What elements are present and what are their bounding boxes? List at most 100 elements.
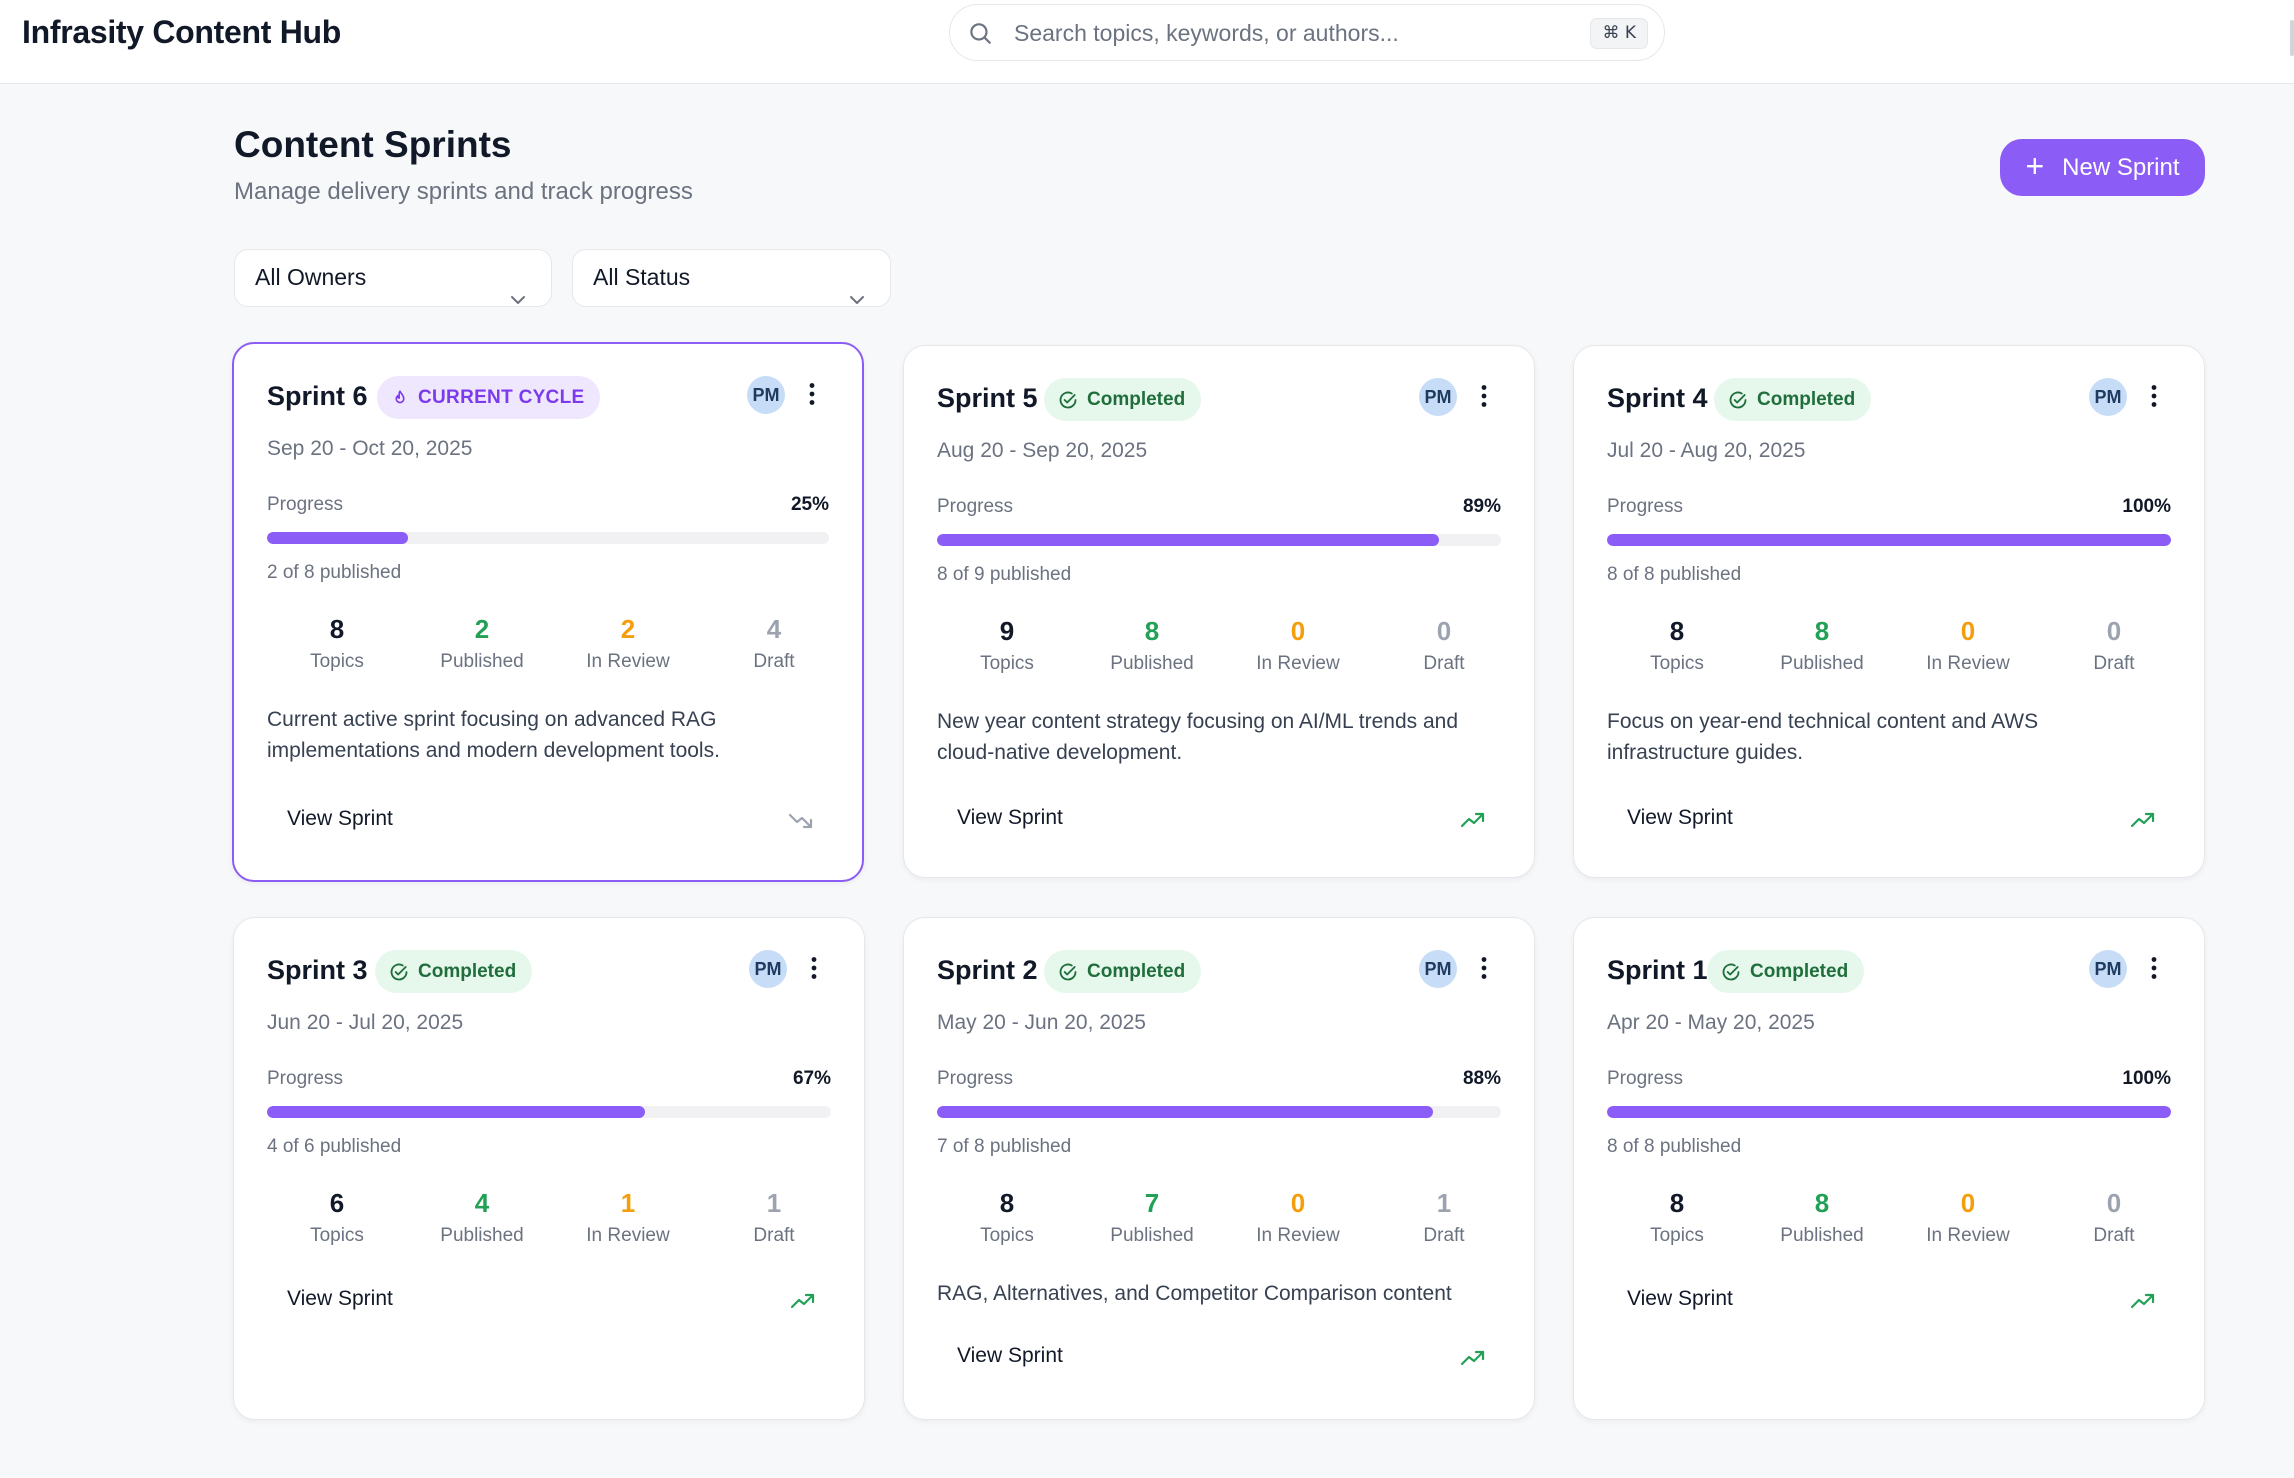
check-circle-icon [1728, 390, 1748, 410]
stat-draft: 1 Draft [1374, 1188, 1514, 1247]
more-options-icon[interactable] [2150, 956, 2158, 985]
progress-bar-fill [1607, 534, 2171, 546]
stat-published-value: 8 [1144, 616, 1160, 646]
stat-published-value: 7 [1144, 1188, 1160, 1218]
stat-published-label: Published [1780, 653, 1864, 674]
sprint-title: Sprint 6 [267, 381, 368, 411]
status-badge: Completed [1707, 950, 1865, 993]
stat-topics-value: 8 [329, 614, 345, 644]
stat-draft: 1 Draft [704, 1188, 844, 1247]
stat-published: 8 Published [1752, 1188, 1892, 1247]
view-sprint-button[interactable]: View Sprint [957, 806, 1063, 829]
stat-published: 4 Published [412, 1188, 552, 1247]
more-options-icon[interactable] [810, 956, 818, 985]
app-title: Infrasity Content Hub [22, 14, 342, 50]
status-badge-label: Completed [1750, 960, 1849, 982]
stat-in-review: 0 In Review [1898, 616, 2038, 675]
progress-bar [1607, 534, 2171, 546]
stat-topics: 8 Topics [1607, 1188, 1747, 1247]
sprint-stats: 8 Topics 8 Published 0 In Review 0 Draft [1607, 1188, 2171, 1254]
sprint-dates: Jun 20 - Jul 20, 2025 [267, 1011, 464, 1034]
progress-percent: 25% [790, 494, 829, 515]
sprint-description: RAG, Alternatives, and Competitor Compar… [937, 1282, 1452, 1305]
stat-topics-value: 8 [1669, 616, 1685, 646]
sprint-card-3[interactable]: Sprint 3 Completed PM Jun 20 - Jul 20, 2… [233, 917, 865, 1420]
stat-in-review-value: 2 [620, 614, 636, 644]
view-sprint-button[interactable]: View Sprint [1627, 806, 1733, 829]
status-filter-select[interactable]: All Status [572, 249, 891, 307]
stat-topics-value: 6 [329, 1188, 345, 1218]
more-options-icon[interactable] [1480, 384, 1488, 413]
check-circle-icon [389, 962, 409, 982]
sprint-card-1[interactable]: Sprint 1 Completed PM Apr 20 - May 20, 2… [1573, 917, 2205, 1420]
check-circle-icon [1058, 962, 1078, 982]
owner-avatar[interactable]: PM [749, 950, 787, 988]
stat-published-label: Published [440, 651, 524, 672]
trending-up-icon [1460, 1349, 1486, 1372]
view-sprint-button[interactable]: View Sprint [1627, 1287, 1733, 1310]
stat-topics: 9 Topics [937, 616, 1077, 675]
status-badge: Completed [1044, 950, 1202, 993]
progress-bar-fill [937, 534, 1439, 546]
search-bar[interactable]: ⌘ K [949, 4, 1665, 61]
stat-topics-value: 8 [1669, 1188, 1685, 1218]
search-input[interactable] [1014, 15, 1534, 51]
sprint-card-2[interactable]: Sprint 2 Completed PM May 20 - Jun 20, 2… [903, 917, 1535, 1420]
sprint-stats: 9 Topics 8 Published 0 In Review 0 Draft [937, 616, 1501, 682]
stat-published: 7 Published [1082, 1188, 1222, 1247]
owner-avatar[interactable]: PM [2089, 950, 2127, 988]
owner-avatar[interactable]: PM [1419, 378, 1457, 416]
stat-draft: 0 Draft [2044, 1188, 2184, 1247]
progress-label: Progress [937, 1068, 1014, 1089]
stat-draft-value: 1 [766, 1188, 782, 1218]
sprint-card-4[interactable]: Sprint 4 Completed PM Jul 20 - Aug 20, 2… [1573, 345, 2205, 878]
stat-draft-value: 4 [766, 614, 782, 644]
stat-in-review-label: In Review [1926, 653, 2010, 674]
stat-published: 8 Published [1082, 616, 1222, 675]
flame-icon [391, 388, 409, 408]
sprint-dates: Aug 20 - Sep 20, 2025 [937, 439, 1148, 462]
sprint-dates: Sep 20 - Oct 20, 2025 [267, 437, 473, 460]
status-badge: Completed [375, 950, 533, 993]
owner-avatar[interactable]: PM [1419, 950, 1457, 988]
stat-in-review-value: 0 [1290, 1188, 1306, 1218]
stat-in-review-value: 0 [1290, 616, 1306, 646]
stat-topics: 8 Topics [267, 614, 407, 673]
trending-up-icon [790, 1292, 816, 1315]
stat-published-value: 8 [1814, 1188, 1830, 1218]
more-options-icon[interactable] [1480, 956, 1488, 985]
stat-topics-label: Topics [980, 1225, 1034, 1246]
page-title: Content Sprints [234, 124, 512, 165]
more-options-icon[interactable] [2150, 384, 2158, 413]
progress-percent: 67% [792, 1068, 831, 1089]
search-icon [967, 20, 993, 51]
owner-avatar[interactable]: PM [747, 376, 785, 414]
owner-avatar[interactable]: PM [2089, 378, 2127, 416]
sprint-card-6[interactable]: Sprint 6 CURRENT CYCLE PM Sep 20 - Oct 2… [232, 342, 864, 882]
sprint-stats: 6 Topics 4 Published 1 In Review 1 Draft [267, 1188, 831, 1254]
published-summary: 4 of 6 published [267, 1136, 402, 1157]
stat-draft-value: 0 [2106, 616, 2122, 646]
window-edge-handle [2290, 20, 2294, 56]
sprint-title: Sprint 5 [937, 383, 1038, 413]
progress-percent: 88% [1462, 1068, 1501, 1089]
sprint-title: Sprint 4 [1607, 383, 1708, 413]
sprint-stats: 8 Topics 8 Published 0 In Review 0 Draft [1607, 616, 2171, 682]
sprint-dates: Apr 20 - May 20, 2025 [1607, 1011, 1815, 1034]
owner-filter-select[interactable]: All Owners [234, 249, 552, 307]
progress-bar-fill [267, 1106, 645, 1118]
progress-label: Progress [937, 496, 1014, 517]
plus-icon: + [2025, 148, 2045, 184]
view-sprint-button[interactable]: View Sprint [287, 807, 393, 830]
view-sprint-button[interactable]: View Sprint [287, 1287, 393, 1310]
progress-percent: 100% [2122, 496, 2171, 517]
status-badge-label: CURRENT CYCLE [418, 386, 585, 408]
new-sprint-button[interactable]: + New Sprint [2000, 139, 2205, 196]
stat-in-review: 0 In Review [1898, 1188, 2038, 1247]
status-badge-label: Completed [418, 960, 517, 982]
published-summary: 2 of 8 published [267, 562, 402, 583]
sprint-card-5[interactable]: Sprint 5 Completed PM Aug 20 - Sep 20, 2… [903, 345, 1535, 878]
more-options-icon[interactable] [808, 382, 816, 411]
stat-topics-label: Topics [980, 653, 1034, 674]
view-sprint-button[interactable]: View Sprint [957, 1344, 1063, 1367]
